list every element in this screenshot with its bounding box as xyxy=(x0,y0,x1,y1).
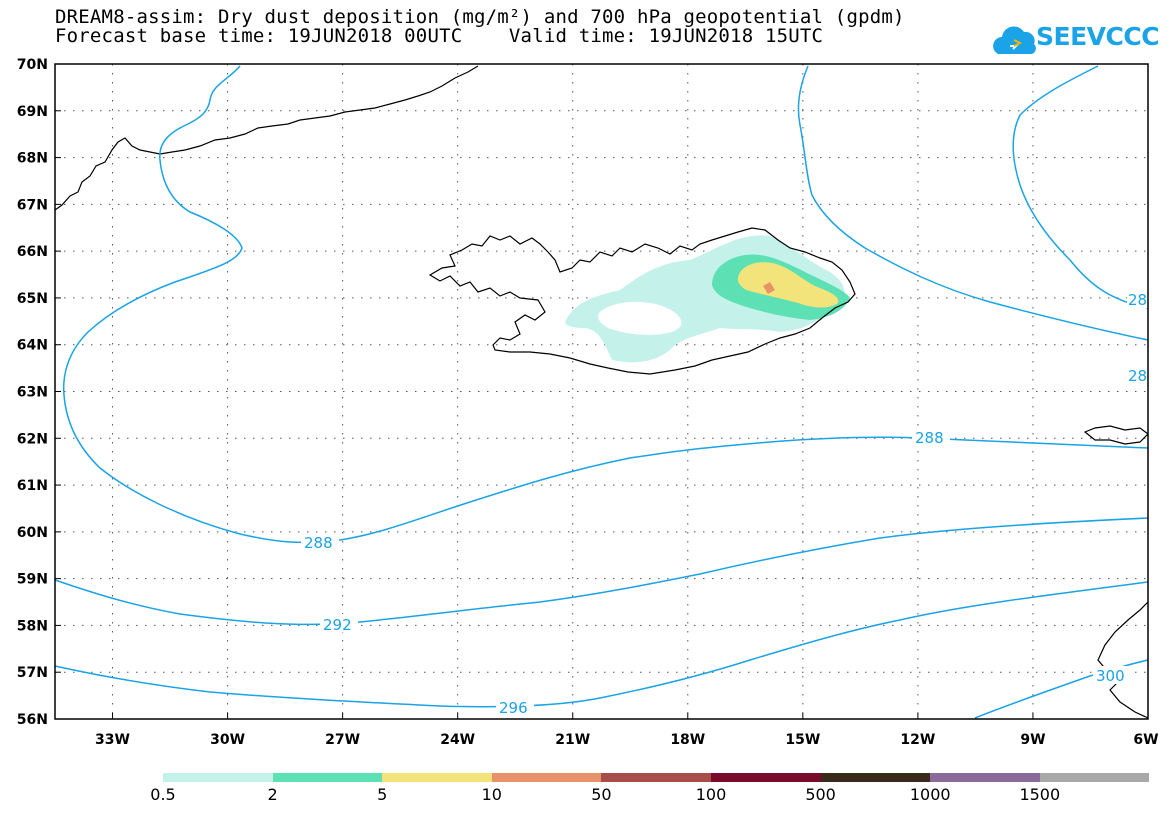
greenland-coast xyxy=(54,65,479,211)
latitude-label: 62N xyxy=(17,431,48,447)
latitude-labels: 70N 69N 68N 67N 66N 65N 64N 63N 62N 61N 60N 59N 58N 5… xyxy=(17,57,61,728)
geopotential-contours xyxy=(54,65,1149,719)
legend-swatch xyxy=(382,773,492,782)
longitude-label: 27W xyxy=(325,732,360,748)
map-subtitle: Forecast base time: 19JUN2018 00UTC Vali… xyxy=(55,25,824,47)
legend-swatch xyxy=(272,773,383,782)
contour-label: 300 xyxy=(1096,667,1125,685)
contour-label: 288 xyxy=(304,534,333,552)
contour-line xyxy=(1012,65,1149,309)
latitude-label: 69N xyxy=(17,104,48,120)
contour-label: 292 xyxy=(323,616,352,634)
iceland-coast xyxy=(428,227,856,375)
legend-swatch xyxy=(710,773,821,782)
dust-deposition-field xyxy=(565,235,850,363)
legend-label: 2 xyxy=(267,785,278,804)
scotland-coast xyxy=(1097,601,1149,719)
longitude-label: 30W xyxy=(210,732,245,748)
faroe-coast xyxy=(1083,425,1149,445)
longitude-label: 18W xyxy=(670,732,705,748)
latitude-label: 59N xyxy=(17,572,48,588)
dust-band-5 xyxy=(737,262,839,308)
legend-label: 1000 xyxy=(909,785,951,804)
contour-line xyxy=(797,65,1149,341)
dust-band-0.5-hole xyxy=(598,301,682,335)
map-title: DREAM8-assim: Dry dust deposition (mg/m²… xyxy=(55,6,905,28)
longitude-label: 21W xyxy=(555,732,590,748)
contour-label: 28 xyxy=(1128,367,1147,385)
longitude-label: 9W xyxy=(1020,732,1045,748)
legend-label: 100 xyxy=(695,785,727,804)
latitude-label: 63N xyxy=(17,385,48,401)
map-frame xyxy=(54,63,1149,720)
contour-label: 28 xyxy=(1128,291,1147,309)
legend-swatch xyxy=(491,773,602,782)
latitude-label: 56N xyxy=(17,712,48,728)
map-grid xyxy=(55,64,1148,719)
legend-swatch xyxy=(930,773,1040,782)
longitude-label: 12W xyxy=(900,732,935,748)
latitude-label: 57N xyxy=(17,665,48,681)
latitude-label: 61N xyxy=(17,478,48,494)
coastlines xyxy=(54,65,1149,719)
longitude-label: 33W xyxy=(95,732,130,748)
longitude-label: 6W xyxy=(1133,732,1158,748)
latitude-label: 68N xyxy=(17,151,48,167)
latitude-label: 58N xyxy=(17,618,48,634)
contour-line xyxy=(54,581,1149,708)
legend-label: 50 xyxy=(591,785,612,804)
legend-swatch xyxy=(1039,773,1150,782)
contour-label: 288 xyxy=(915,429,944,447)
longitude-labels: 33W 30W 27W 24W 21W 18W 15W 12W 9W 6W xyxy=(95,713,1159,748)
legend-swatch xyxy=(163,773,273,782)
legend-swatch xyxy=(601,773,711,782)
longitude-label: 24W xyxy=(440,732,475,748)
latitude-label: 60N xyxy=(17,525,48,541)
contour-line xyxy=(54,517,1149,626)
legend-label: 500 xyxy=(805,785,836,804)
latitude-label: 70N xyxy=(17,57,48,73)
legend-colorbar xyxy=(163,773,1150,782)
contour-label: 296 xyxy=(499,699,528,717)
legend-label: 0.5 xyxy=(150,785,176,804)
latitude-label: 65N xyxy=(17,291,48,307)
longitude-label: 15W xyxy=(785,732,820,748)
cloud-icon xyxy=(993,26,1036,54)
legend-label: 10 xyxy=(481,785,502,804)
dust-band-10 xyxy=(763,282,775,294)
legend-label: 5 xyxy=(377,785,388,804)
logo-text: SEEVCCC xyxy=(1036,22,1160,51)
legend-swatch xyxy=(820,773,931,782)
latitude-label: 67N xyxy=(17,197,48,213)
contour-line xyxy=(62,65,1149,544)
legend-label: 1500 xyxy=(1019,785,1061,804)
latitude-label: 66N xyxy=(17,244,48,260)
contour-line xyxy=(974,659,1149,719)
latitude-label: 64N xyxy=(17,338,48,354)
